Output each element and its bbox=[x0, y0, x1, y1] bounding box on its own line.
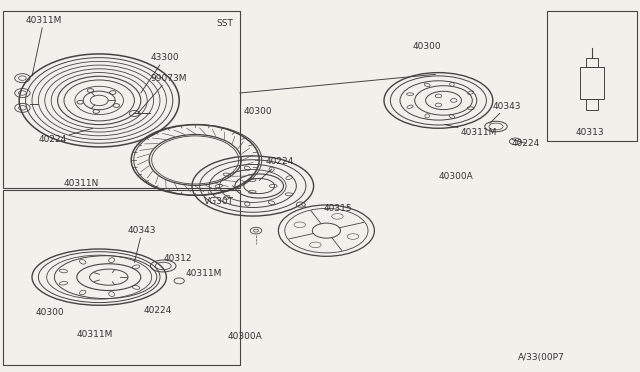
Text: SST: SST bbox=[217, 19, 234, 28]
Text: 40224: 40224 bbox=[38, 128, 93, 144]
Text: 40315: 40315 bbox=[323, 204, 352, 213]
Text: A/33(00P7: A/33(00P7 bbox=[518, 353, 565, 362]
Text: 40300A: 40300A bbox=[227, 332, 262, 341]
Text: 40311M: 40311M bbox=[77, 330, 113, 339]
Text: 40311M: 40311M bbox=[26, 16, 62, 76]
Text: 40224: 40224 bbox=[259, 157, 294, 180]
Bar bbox=[586, 58, 598, 67]
Bar bbox=[3, 190, 240, 365]
Bar bbox=[580, 67, 604, 99]
Text: 40311M: 40311M bbox=[445, 125, 497, 137]
Text: 40311N: 40311N bbox=[64, 179, 99, 187]
Text: 99073M: 99073M bbox=[138, 74, 187, 113]
Text: VG30T: VG30T bbox=[204, 197, 234, 206]
Text: 40343: 40343 bbox=[128, 226, 157, 262]
Bar bbox=[547, 11, 637, 141]
Text: 40300A: 40300A bbox=[438, 172, 473, 181]
Text: 40300: 40300 bbox=[413, 42, 442, 51]
Text: 40343: 40343 bbox=[490, 102, 522, 124]
Text: 40224: 40224 bbox=[144, 306, 172, 315]
Text: 40311M: 40311M bbox=[186, 269, 222, 278]
Bar bbox=[586, 99, 598, 110]
Text: 40224: 40224 bbox=[512, 139, 540, 148]
Text: 40300: 40300 bbox=[243, 107, 272, 116]
Text: 43300: 43300 bbox=[141, 53, 179, 93]
Bar bbox=[3, 11, 240, 188]
Text: 40313: 40313 bbox=[576, 128, 605, 137]
Text: 40312: 40312 bbox=[163, 254, 192, 263]
Text: 40300: 40300 bbox=[35, 308, 64, 317]
